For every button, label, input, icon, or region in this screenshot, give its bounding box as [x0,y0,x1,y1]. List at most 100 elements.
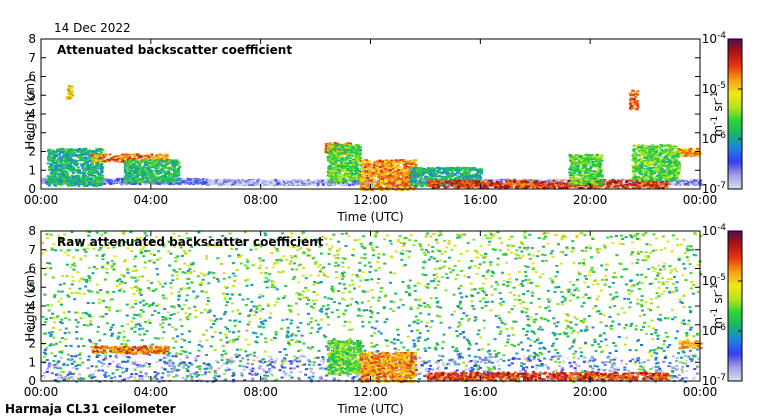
heatmap-cell [140,159,144,162]
heatmap-cell [129,167,133,170]
heatmap-cell [124,179,128,182]
heatmap-cell [157,177,161,180]
heatmap-cell [166,167,170,170]
heatmap-cell [697,183,701,186]
heatmap-cell [139,169,143,171]
heatmap-cell [451,169,455,172]
heatmap-cell [316,184,320,187]
heatmap-cell [446,166,450,169]
heatmap-cell [59,178,63,181]
heatmap-cell [436,166,440,169]
heatmap-cell [389,172,393,174]
heatmap-cell [246,181,250,184]
heatmap-cell [220,179,224,182]
heatmap-cell [374,171,378,174]
heatmap-cell [143,154,147,157]
heatmap-cell [349,153,353,156]
heatmap-cell [62,176,65,179]
heatmap-cell [328,175,332,178]
heatmap-cell [106,180,110,183]
heatmap-cell [62,169,66,172]
heatmap-cell [146,179,150,182]
heatmap-cell [368,162,372,165]
heatmap-cell [335,167,339,170]
heatmap-cell [350,173,354,176]
heatmap-cell [400,167,404,170]
heatmap-cell [213,180,217,182]
heatmap-cell [51,180,55,183]
heatmap-cell [344,171,348,173]
heatmap-cell [142,174,146,176]
heatmap-cell [407,170,411,173]
heatmap-cell [419,166,423,169]
heatmap-cell [89,173,93,176]
heatmap-cell [553,181,557,184]
heatmap-cell [330,147,333,150]
heatmap-cell [127,175,131,178]
heatmap-cell [98,175,102,177]
heatmap-cell [145,170,149,173]
heatmap-cell [341,146,345,149]
heatmap-cell [163,181,167,184]
heatmap-cell [400,186,404,189]
heatmap-cell [428,167,432,170]
heatmap-cell [70,161,74,163]
heatmap-cell [380,174,384,177]
heatmap-cell [474,168,478,171]
heatmap-cell [361,180,365,183]
heatmap-cell [391,173,395,176]
heatmap-cell [62,180,65,183]
heatmap-cell [317,181,321,184]
heatmap-cell [264,179,268,182]
heatmap-cell [352,173,356,175]
heatmap-cell [390,182,393,185]
heatmap-cell [73,162,77,165]
heatmap-cell [64,151,68,154]
heatmap-cell [162,157,166,160]
heatmap-cell [150,166,154,169]
heatmap-cell [162,170,166,173]
heatmap-cell [124,183,128,186]
heatmap-cell [486,183,490,186]
heatmap-cell [476,172,480,175]
heatmap-cell [129,179,133,182]
heatmap-cell [399,161,403,164]
heatmap-cell [355,144,359,147]
heatmap-cell [152,181,156,184]
heatmap-cell [144,161,148,164]
heatmap-cell [360,171,364,174]
heatmap-cell [339,179,343,182]
heatmap-cell [126,182,130,185]
heatmap-cell [208,181,212,184]
heatmap-cell [145,182,149,185]
heatmap-cell [361,160,365,163]
heatmap-cell [333,181,337,184]
heatmap-cell [349,167,353,170]
heatmap-cell [188,179,192,181]
heatmap-cell [70,151,74,154]
heatmap-cell [360,162,364,164]
heatmap-cell [381,187,384,190]
heatmap-cell [245,183,249,186]
heatmap-cell [429,174,433,177]
heatmap-cell [415,178,418,181]
heatmap-cell [331,162,335,165]
heatmap-cell [89,174,93,177]
heatmap-cell [371,181,375,184]
heatmap-cell [342,144,346,147]
heatmap-cell [388,160,392,163]
heatmap-cell [148,166,152,169]
heatmap-cell [75,179,79,182]
heatmap-cell [413,176,417,179]
heatmap-cell [615,179,619,181]
heatmap-cell [121,177,124,180]
heatmap-cell [68,159,72,162]
heatmap-cell [112,156,116,158]
heatmap-cell [359,185,363,188]
heatmap-cell [147,156,151,159]
heatmap-cell [461,176,465,179]
heatmap-cell [278,181,282,184]
heatmap-cell [109,182,112,185]
heatmap-cell [89,181,93,184]
heatmap-cell [460,173,463,176]
